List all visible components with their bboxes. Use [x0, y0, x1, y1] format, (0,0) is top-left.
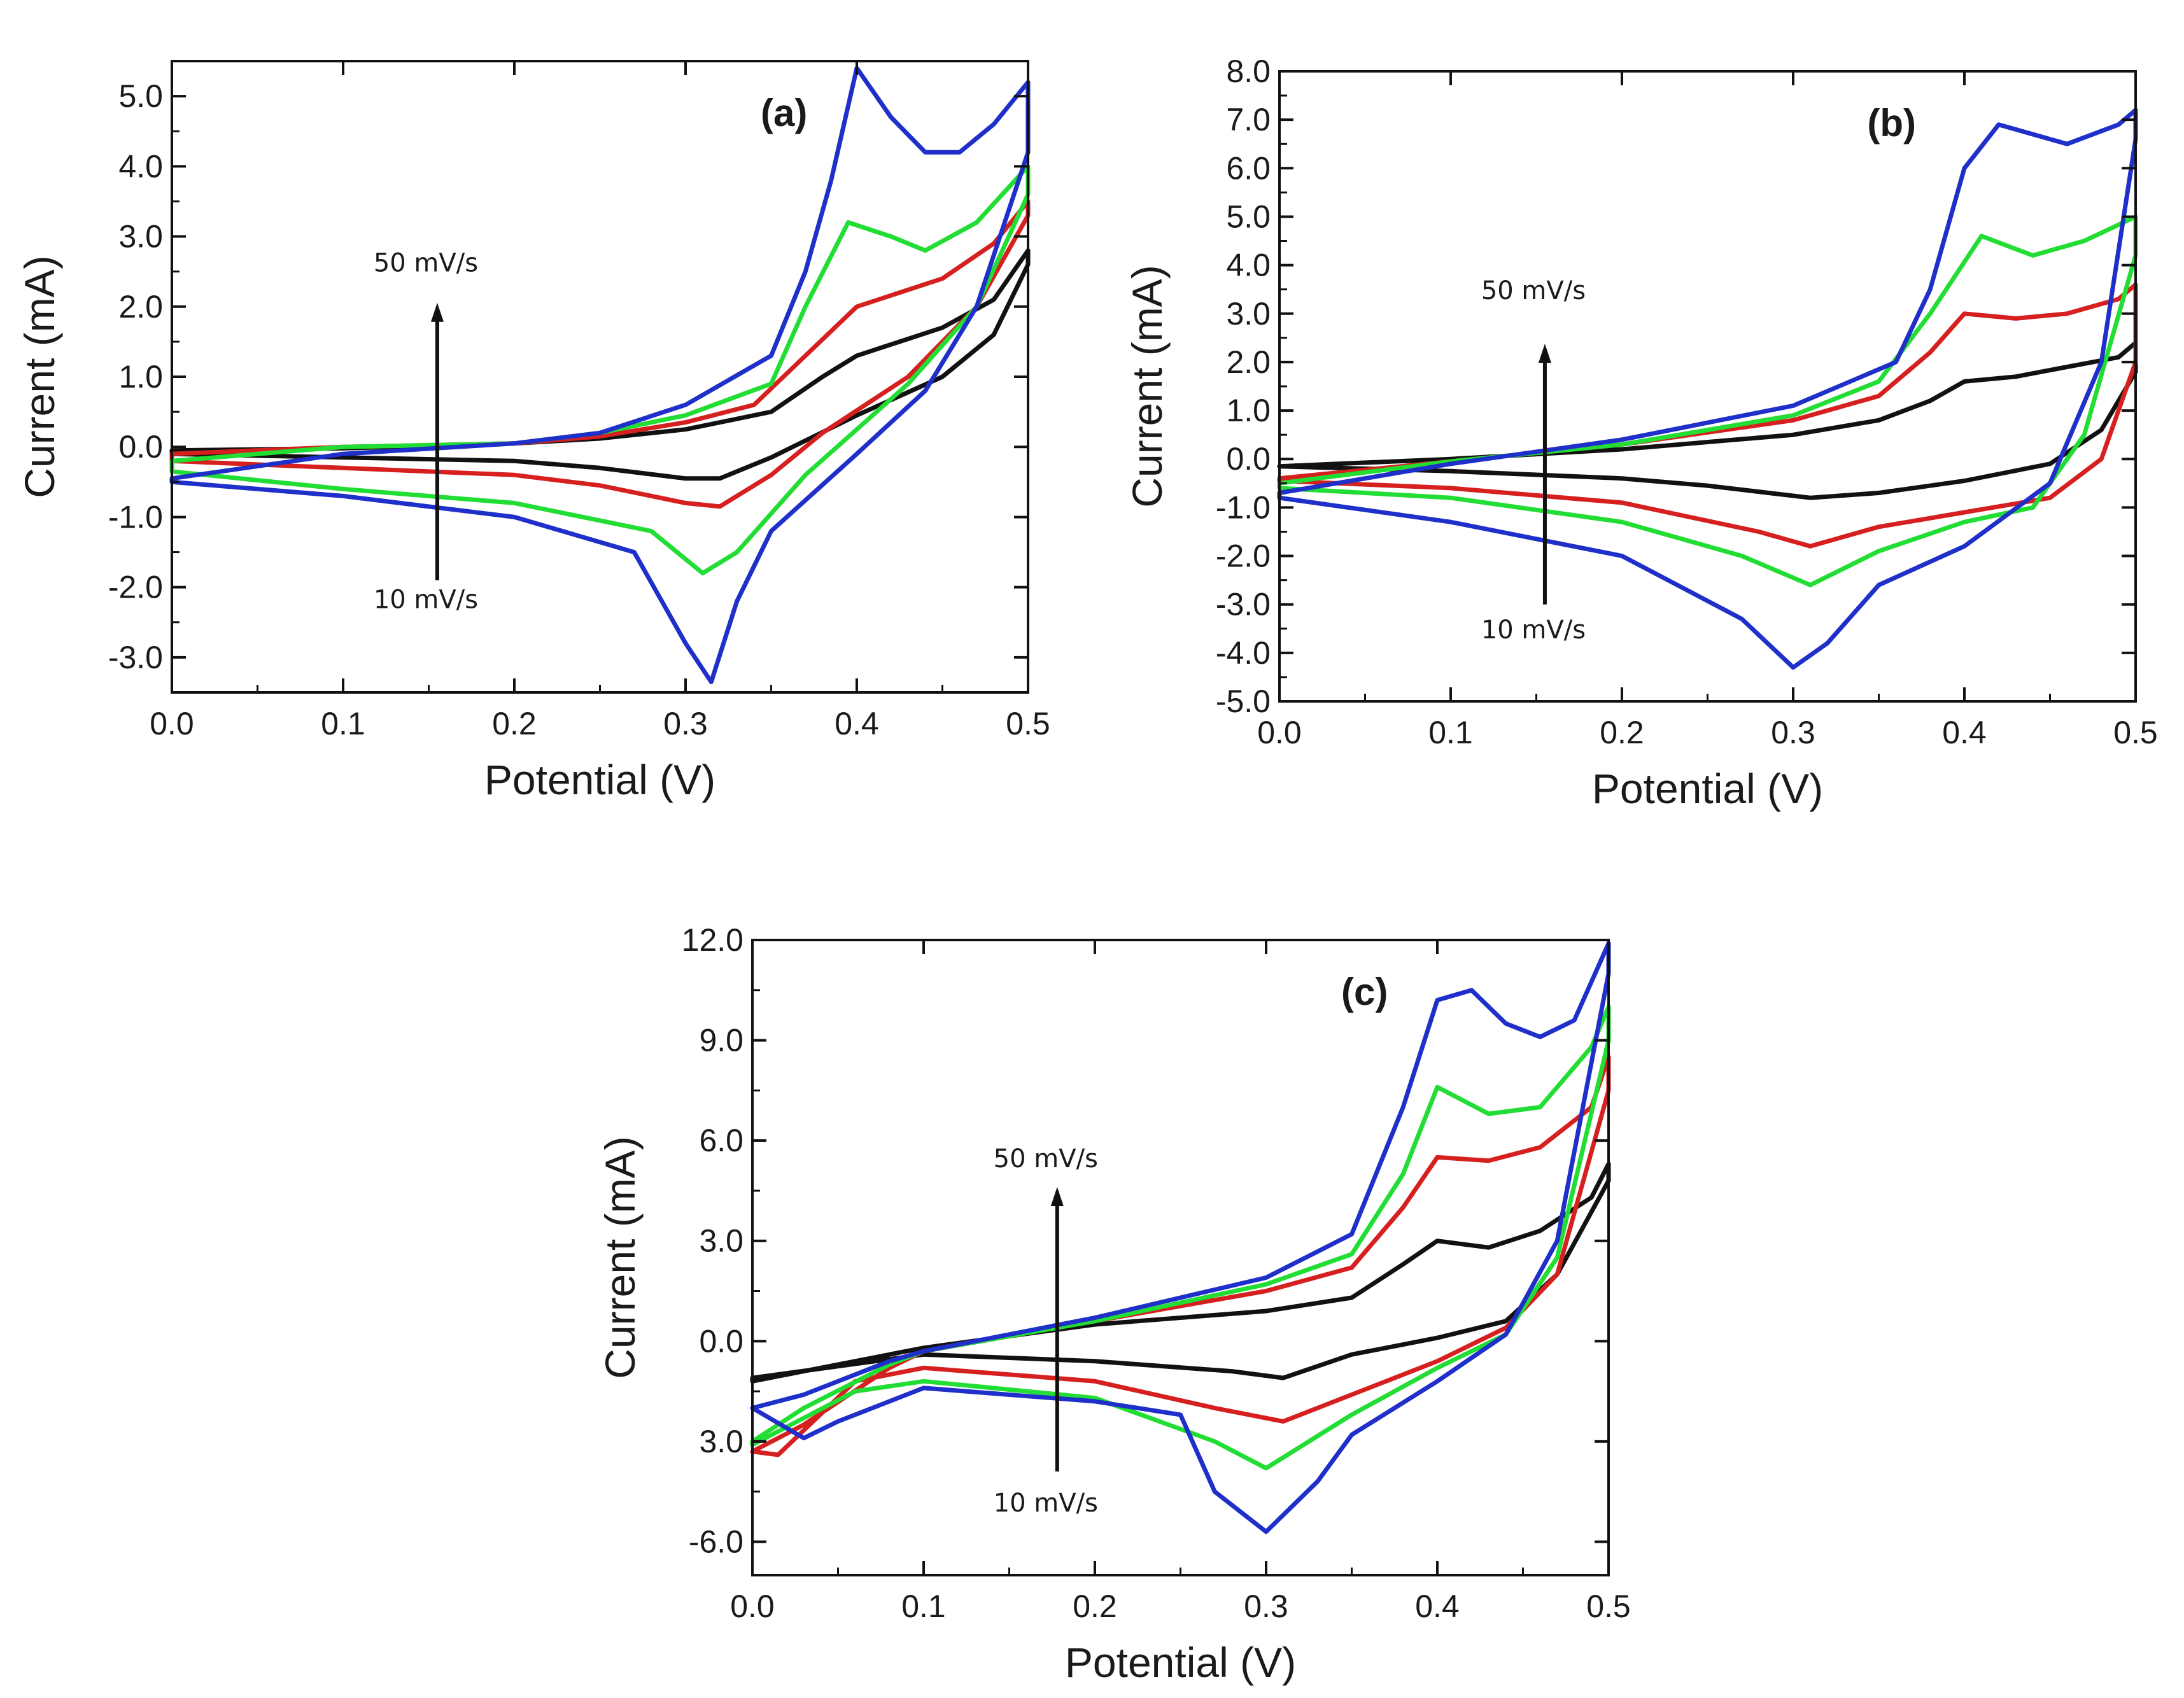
x-tick-label: 0.2	[1073, 1589, 1117, 1624]
chart-panel: 0.0 0.1 0.2 0.3 0.4 0.5 -5.0 -4.0 -3.0 -2.0 -1.0 0.…	[1124, 53, 2158, 812]
x-tick-label: 0.4	[1415, 1589, 1460, 1624]
x-tick-label: 0.0	[730, 1589, 775, 1624]
y-tick-label: 0.0	[118, 429, 163, 465]
x-tick-label: 0.5	[1006, 706, 1050, 741]
panel-label: (b)	[1867, 102, 1916, 144]
y-tick-label: -4.0	[1216, 635, 1271, 671]
y-tick-label: 1.0	[118, 359, 163, 395]
y-tick-label: 12.0	[682, 922, 743, 958]
y-axis-title: Current (mA)	[16, 255, 63, 498]
arrow-bottom-label: 10 mV/s	[374, 586, 478, 615]
x-axis-title: Potential (V)	[484, 756, 715, 803]
arrow-head-icon	[1538, 344, 1551, 363]
x-tick-label: 0.4	[835, 706, 879, 741]
panel-label: (a)	[761, 92, 807, 134]
y-tick-label: 0.0	[1226, 441, 1271, 477]
y-tick-label: 6.0	[699, 1123, 743, 1158]
y-tick-label: 3.0	[1226, 296, 1271, 332]
arrow-top-label: 50 mV/s	[374, 249, 478, 278]
chart-panel: 0.0 0.1 0.2 0.3 0.4 0.5 -6.0 3.0 0.0 3.0 6.0 9.0 12.…	[596, 922, 1631, 1686]
y-tick-label: 3.0	[699, 1424, 743, 1459]
y-tick-label: -2.0	[1216, 538, 1271, 574]
arrow-bottom-label: 10 mV/s	[1481, 615, 1586, 645]
y-tick-label: 4.0	[1226, 248, 1271, 283]
arrow-head-icon	[430, 302, 444, 322]
x-tick-label: 0.4	[1942, 715, 1987, 750]
y-tick-label: -2.0	[108, 570, 163, 605]
y-axis-title: Current (mA)	[596, 1136, 644, 1379]
y-tick-label: 3.0	[699, 1223, 743, 1259]
x-axis-title: Potential (V)	[1065, 1639, 1296, 1686]
x-tick-label: 0.1	[901, 1589, 946, 1624]
x-tick-label: 0.0	[1257, 715, 1302, 750]
y-tick-label: 2.0	[118, 289, 163, 325]
x-tick-label: 0.3	[1771, 715, 1815, 750]
x-tick-label: 0.2	[492, 706, 537, 741]
panel-label: (c)	[1341, 971, 1388, 1013]
y-tick-label: 7.0	[1226, 102, 1271, 137]
x-tick-label: 0.3	[663, 706, 708, 741]
y-tick-label: 2.0	[1226, 344, 1271, 380]
x-tick-label: 0.1	[1428, 715, 1473, 750]
y-tick-label: 5.0	[1226, 199, 1271, 234]
chart-panel: 0.0 0.1 0.2 0.3 0.4 0.5 -3.0 -2.0 -1.0 0.0 1.0 2.0 3…	[16, 60, 1050, 803]
y-tick-label: 8.0	[1226, 53, 1271, 89]
y-tick-label: 3.0	[118, 219, 163, 255]
arrow-bottom-label: 10 mV/s	[994, 1489, 1098, 1518]
y-axis-title: Current (mA)	[1124, 265, 1171, 507]
y-tick-label: 4.0	[118, 148, 163, 184]
y-tick-label: 6.0	[1226, 150, 1271, 186]
y-tick-label: 0.0	[699, 1323, 743, 1359]
y-tick-label: 1.0	[1226, 393, 1271, 428]
arrow-top-label: 50 mV/s	[1481, 276, 1586, 305]
y-tick-label: -3.0	[1216, 587, 1271, 622]
y-tick-label: -3.0	[108, 640, 163, 675]
arrow-top-label: 50 mV/s	[994, 1144, 1098, 1174]
x-tick-label: 0.3	[1244, 1589, 1288, 1624]
x-tick-label: 0.5	[1586, 1589, 1631, 1624]
x-tick-label: 0.0	[150, 706, 194, 741]
arrow-head-icon	[1050, 1186, 1064, 1206]
y-tick-label: -6.0	[689, 1524, 743, 1559]
y-tick-label: -1.0	[1216, 489, 1271, 525]
y-tick-label: 5.0	[118, 78, 163, 114]
x-tick-label: 0.1	[321, 706, 365, 741]
y-tick-label: -5.0	[1216, 684, 1271, 719]
y-tick-label: 9.0	[699, 1023, 743, 1058]
y-tick-label: -1.0	[108, 499, 163, 535]
x-tick-label: 0.5	[2113, 715, 2158, 750]
x-tick-label: 0.2	[1600, 715, 1644, 750]
x-axis-title: Potential (V)	[1592, 765, 1823, 812]
